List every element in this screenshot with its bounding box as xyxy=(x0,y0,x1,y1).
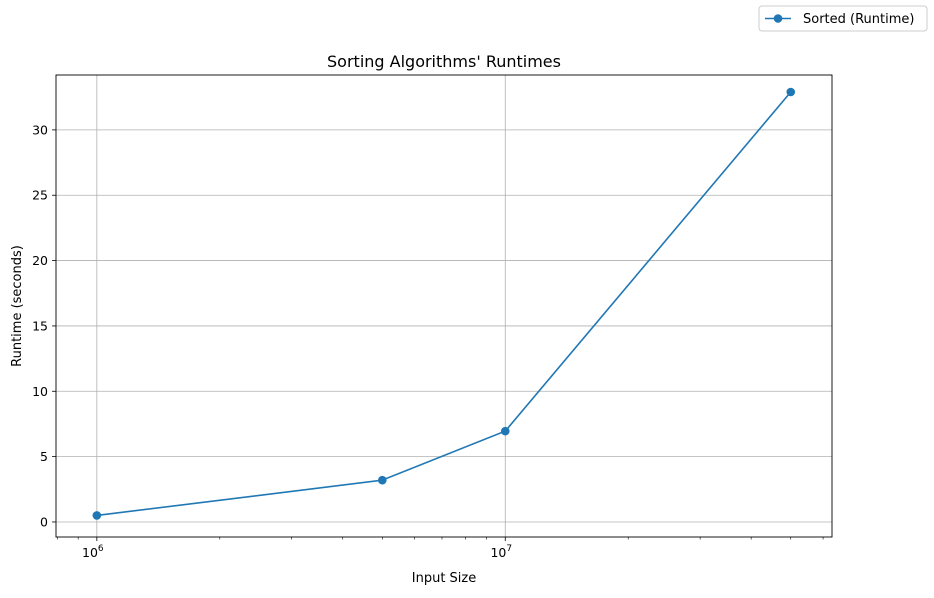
data-point xyxy=(92,511,102,520)
data-point xyxy=(786,87,796,97)
x-tick-label: 107 xyxy=(490,544,512,560)
y-tick-label: 15 xyxy=(32,318,48,333)
grid-layer xyxy=(56,75,832,537)
y-axis-label: Runtime (seconds) xyxy=(10,245,25,367)
chart-title: Sorting Algorithms' Runtimes xyxy=(327,52,561,71)
legend: Sorted (Runtime) xyxy=(758,5,928,32)
y-tick-label: 25 xyxy=(32,188,48,203)
y-tick-label: 30 xyxy=(32,122,48,137)
data-point xyxy=(500,426,510,436)
series-layer xyxy=(92,87,796,520)
legend-box xyxy=(758,5,928,32)
plot-frame xyxy=(55,74,833,538)
y-tick-label: 10 xyxy=(32,384,48,399)
y-tick-label: 5 xyxy=(40,449,48,464)
y-tick-label: 20 xyxy=(32,253,48,268)
data-point xyxy=(378,475,387,485)
ticks-layer: 0 5 10 15 20 25 30 106 107 xyxy=(32,122,512,560)
y-tick-label: 0 xyxy=(40,514,48,529)
legend-marker xyxy=(773,14,783,23)
legend-label: Sorted (Runtime) xyxy=(803,12,914,27)
x-tick-label: 106 xyxy=(82,544,104,560)
x-axis-label: Input Size xyxy=(412,571,476,586)
series-line xyxy=(96,91,792,517)
